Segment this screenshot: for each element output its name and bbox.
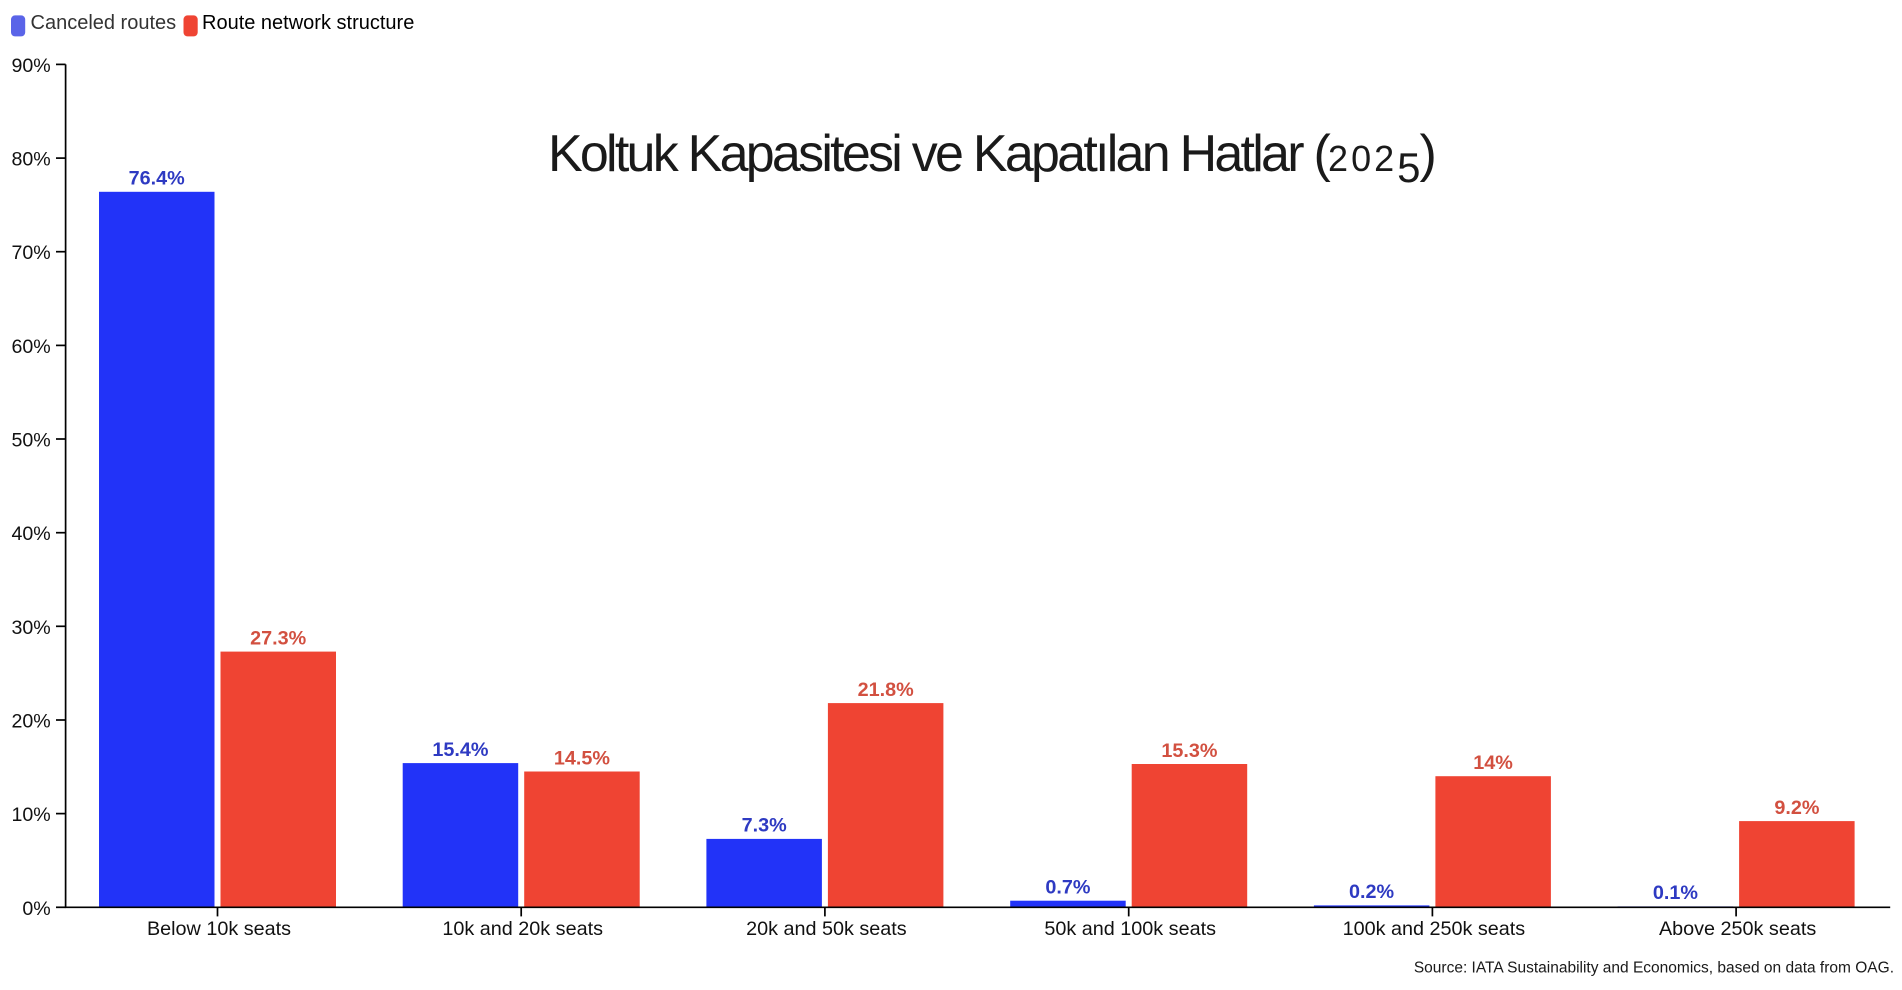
- svg-text:15.4%: 15.4%: [432, 739, 489, 761]
- svg-text:14%: 14%: [1473, 752, 1513, 774]
- svg-text:76.4%: 76.4%: [129, 168, 186, 190]
- svg-text:7.3%: 7.3%: [742, 815, 787, 837]
- svg-text:0.2%: 0.2%: [1349, 881, 1394, 903]
- svg-text:20%: 20%: [11, 711, 50, 733]
- svg-text:0.7%: 0.7%: [1045, 877, 1090, 899]
- svg-text:90%: 90%: [11, 55, 50, 77]
- svg-text:50k and 100k seats: 50k and 100k seats: [1044, 918, 1216, 940]
- svg-text:9.2%: 9.2%: [1774, 797, 1819, 819]
- svg-text:20k and 50k seats: 20k and 50k seats: [746, 918, 907, 940]
- svg-text:Below 10k seats: Below 10k seats: [147, 918, 291, 940]
- svg-text:Above 250k seats: Above 250k seats: [1659, 918, 1816, 940]
- svg-text:80%: 80%: [11, 149, 50, 171]
- svg-text:Canceled routes: Canceled routes: [31, 12, 177, 34]
- svg-text:0.1%: 0.1%: [1653, 882, 1698, 904]
- svg-text:27.3%: 27.3%: [250, 627, 307, 649]
- svg-text:100k and 250k seats: 100k and 250k seats: [1343, 918, 1526, 940]
- svg-text:10%: 10%: [11, 804, 50, 826]
- svg-text:Koltuk Kapasitesi ve Kapatılan: Koltuk Kapasitesi ve Kapatılan Hatlar (2…: [548, 125, 1435, 191]
- svg-text:15.3%: 15.3%: [1161, 740, 1218, 762]
- svg-text:Source: IATA Sustainability an: Source: IATA Sustainability and Economic…: [1414, 960, 1894, 977]
- svg-text:50%: 50%: [11, 430, 50, 452]
- svg-text:0%: 0%: [22, 898, 50, 920]
- svg-text:60%: 60%: [11, 336, 50, 358]
- svg-text:70%: 70%: [11, 242, 50, 264]
- svg-text:40%: 40%: [11, 523, 50, 545]
- svg-text:Route network structure: Route network structure: [202, 12, 414, 34]
- svg-text:10k and 20k seats: 10k and 20k seats: [442, 918, 603, 940]
- svg-text:14.5%: 14.5%: [554, 747, 611, 769]
- svg-text:21.8%: 21.8%: [858, 679, 915, 701]
- svg-text:30%: 30%: [11, 617, 50, 639]
